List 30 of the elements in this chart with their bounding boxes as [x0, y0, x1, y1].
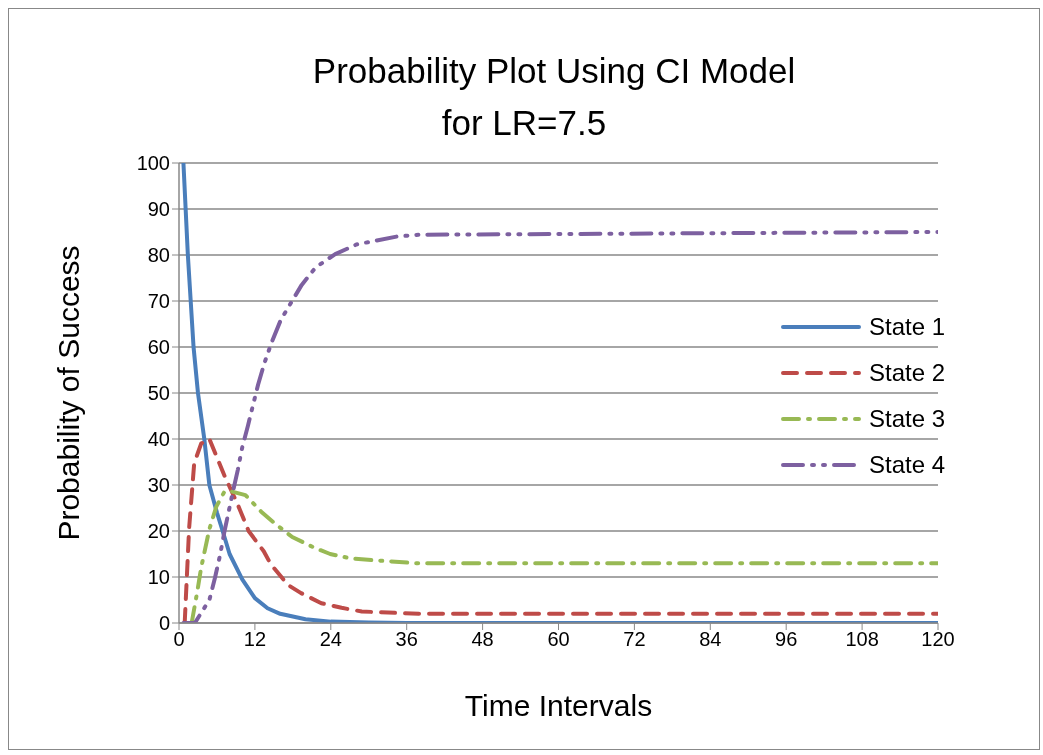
- y-tick-label: 70: [147, 290, 170, 313]
- y-tick-label: 30: [147, 474, 170, 497]
- x-axis-title: Time Intervals: [463, 689, 654, 723]
- legend-label: State 3: [869, 405, 946, 433]
- legend-label: State 1: [869, 313, 946, 341]
- legend-label: State 2: [869, 359, 946, 387]
- x-tick-label: 120: [921, 628, 955, 651]
- x-tick-label: 48: [471, 628, 494, 651]
- y-tick-label: 0: [158, 612, 170, 635]
- y-tick-label: 40: [147, 428, 170, 451]
- x-tick-label: 60: [547, 628, 570, 651]
- x-tick-label: 0: [173, 628, 185, 651]
- x-tick-label: 36: [395, 628, 418, 651]
- y-tick-label: 10: [147, 566, 170, 589]
- x-tick-label: 24: [319, 628, 342, 651]
- y-tick-label: 80: [147, 244, 170, 267]
- y-tick-label: 60: [147, 336, 170, 359]
- x-tick-label: 96: [775, 628, 798, 651]
- x-tick-label: 72: [623, 628, 646, 651]
- legend-label: State 4: [869, 451, 946, 479]
- y-axis-title: Probability of Success: [52, 245, 86, 541]
- y-tick-label: 100: [136, 152, 170, 175]
- y-tick-label: 50: [147, 382, 170, 405]
- x-tick-label: 84: [699, 628, 722, 651]
- y-tick-label: 90: [147, 198, 170, 221]
- x-tick-label: 108: [845, 628, 879, 651]
- line-series: [189, 488, 938, 623]
- y-tick-label: 20: [147, 520, 170, 543]
- chart-title: Probability Plot Using CI Model for LR=7.5: [311, 50, 797, 144]
- x-tick-label: 12: [243, 628, 267, 651]
